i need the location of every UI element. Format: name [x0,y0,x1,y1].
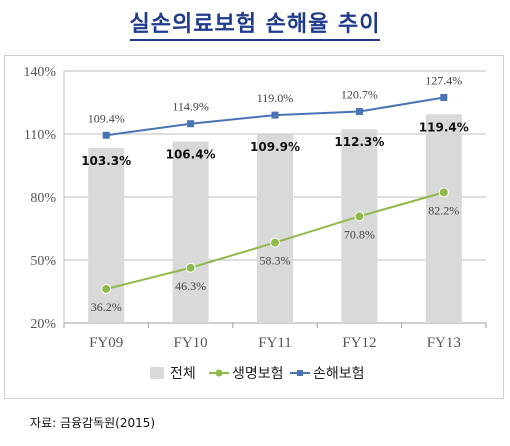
chart-title: 실손의료보험 손해율 추이 [0,6,510,41]
legend-swatch-nonlife-marker [297,370,303,376]
bar-total [425,114,462,323]
bar-total [257,134,293,323]
series-nonlife-value-label: 119.0% [257,91,294,105]
series-life-point [354,211,365,222]
legend-swatch-life-marker [215,369,223,377]
series-life-point [270,237,280,248]
legend-swatch-total [150,367,164,379]
bar-total [172,141,209,323]
bar-value-label: 103.3% [81,154,131,168]
series-nonlife-point [102,131,110,139]
bar-value-label: 109.9% [250,140,300,154]
source-note: 자료: 금융감독원(2015) [30,416,156,430]
bar-value-label: 106.4% [166,148,216,162]
bar-total [88,148,125,323]
bar-total [341,129,378,323]
series-life-value-label: 58.3% [260,254,291,268]
x-tick-label: FY13 [427,335,461,351]
series-nonlife-point [440,93,448,101]
series-nonlife-point [187,120,195,128]
series-nonlife-value-label: 127.4% [425,73,462,87]
x-tick-label: FY10 [174,335,208,351]
series-life-point [101,283,112,294]
series-nonlife-point [271,111,279,119]
series-life-value-label: 82.2% [428,203,459,217]
legend-label-nonlife: 손해보험 [313,366,365,382]
bar-value-label: 112.3% [334,135,384,149]
y-tick-label: 80% [30,191,56,206]
series-nonlife-value-label: 114.9% [172,100,209,114]
x-tick-label: FY12 [342,335,376,351]
series-life-value-label: 36.2% [91,300,122,314]
x-tick-label: FY11 [258,335,292,351]
y-tick-label: 140% [23,65,56,80]
series-nonlife-point [355,108,363,116]
series-life-point [185,262,196,273]
series-life-point [438,187,449,198]
series-life-value-label: 70.8% [344,227,375,241]
series-nonlife-value-label: 109.4% [88,111,125,125]
y-tick-label: 20% [30,317,56,332]
y-tick-label: 50% [30,254,56,269]
chart-panel [4,55,504,399]
x-tick-label: FY09 [89,335,123,351]
series-nonlife-value-label: 120.7% [341,88,378,102]
legend-label-life: 생명보험 [232,366,284,382]
y-tick-label: 110% [24,128,56,143]
series-life-value-label: 46.3% [175,279,206,293]
legend-label-total: 전체 [170,366,196,382]
bar-value-label: 119.4% [419,120,469,134]
